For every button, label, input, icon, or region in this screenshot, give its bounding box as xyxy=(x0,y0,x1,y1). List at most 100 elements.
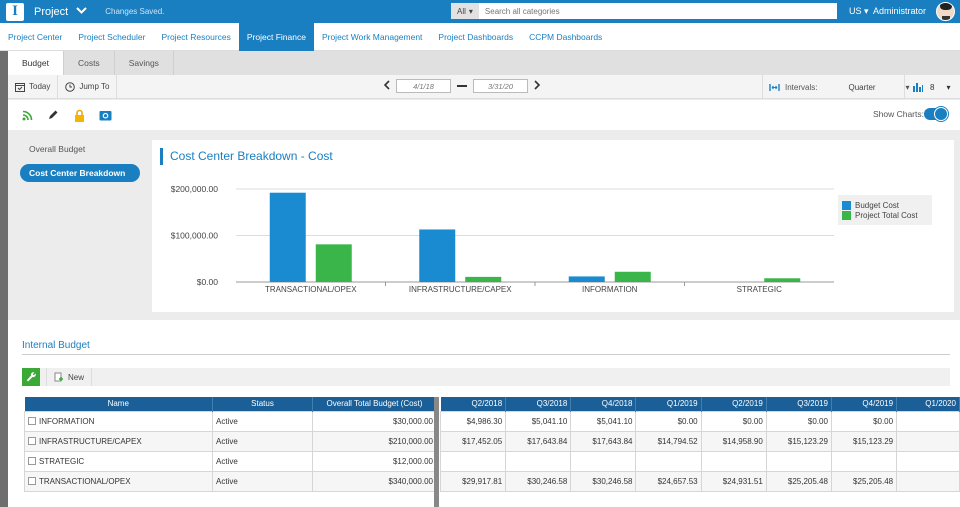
table-row[interactable]: $29,917.81 $30,246.58 $30,246.58 $24,657.53… xyxy=(439,470,960,492)
jump-to-button[interactable]: Jump To xyxy=(58,74,118,99)
quarter-header[interactable]: Q4/2018 xyxy=(570,397,637,411)
caret-down-icon: ▾ xyxy=(468,6,473,16)
bar-budget-cost-0[interactable] xyxy=(269,192,306,282)
timeline-toolbar: Today Jump To 4/1/18 3/31/20 Intervals: … xyxy=(8,74,960,99)
quarter-cell: $17,452.05 xyxy=(439,430,507,452)
quarter-cell: $15,123.29 xyxy=(765,430,832,452)
quarter-header[interactable]: Q1/2019 xyxy=(635,397,702,411)
table-row[interactable]: INFORMATION Active $30,000.00 xyxy=(24,410,437,432)
today-button[interactable]: Today xyxy=(8,74,59,99)
row-name: INFRASTRUCTURE/CAPEX xyxy=(39,436,142,446)
columns-control[interactable]: 8 ▾ xyxy=(904,75,960,99)
quarter-header[interactable]: Q2/2019 xyxy=(701,397,767,411)
end-date-input[interactable]: 3/31/20 xyxy=(473,79,528,93)
legend-item[interactable]: Budget Cost xyxy=(842,200,928,210)
lock-icon[interactable] xyxy=(66,109,92,122)
new-button[interactable]: New xyxy=(46,368,93,386)
bar-project-total-cost-0[interactable] xyxy=(315,244,352,282)
total-cell: $210,000.00 xyxy=(312,430,437,452)
quarter-header[interactable]: Q3/2018 xyxy=(505,397,572,411)
row-name: STRATEGIC xyxy=(39,456,85,466)
search-input[interactable] xyxy=(478,3,837,19)
interval-select[interactable]: Quarter xyxy=(848,82,876,92)
row-checkbox[interactable] xyxy=(28,437,36,446)
quarter-header[interactable]: Q1/2020 xyxy=(896,397,960,411)
quarter-cell: $25,205.48 xyxy=(830,470,898,492)
side-nav-cost-center-breakdown[interactable]: Cost Center Breakdown xyxy=(20,164,140,182)
next-period-icon[interactable] xyxy=(534,79,541,93)
chart-card: Cost Center Breakdown - Cost $0.00 $100,0… xyxy=(152,140,954,312)
search-category-label: All xyxy=(457,6,466,16)
app-logo-icon[interactable]: I xyxy=(6,2,24,21)
tab-project-scheduler[interactable]: Project Scheduler xyxy=(78,31,146,42)
tab-project-work-management[interactable]: Project Work Management xyxy=(321,31,423,42)
camera-icon[interactable] xyxy=(92,109,118,121)
x-tick-label: INFRASTRUCTURE/CAPEX xyxy=(409,285,512,294)
tab-ccpm-dashboards[interactable]: CCPM Dashboards xyxy=(529,31,603,42)
bar-project-total-cost-3[interactable] xyxy=(764,278,801,282)
app-title[interactable]: Project xyxy=(34,5,69,18)
row-checkbox[interactable] xyxy=(28,457,36,466)
avatar[interactable] xyxy=(936,2,955,21)
chevron-down-icon[interactable] xyxy=(76,6,87,17)
locale-select[interactable]: US ▾ xyxy=(849,6,869,16)
tab-project-resources[interactable]: Project Resources xyxy=(161,31,231,42)
user-menu[interactable]: Administrator xyxy=(873,6,927,16)
status-cell: Active xyxy=(212,430,313,452)
start-date-input[interactable]: 4/1/18 xyxy=(396,79,451,93)
pencil-icon[interactable] xyxy=(40,109,66,121)
table-row[interactable]: INFRASTRUCTURE/CAPEX Active $210,000.00 xyxy=(24,430,437,452)
interval-width-icon xyxy=(769,83,780,91)
budget-table-right: Q2/2018 Q3/2018 Q4/2018 Q1/2019 Q2/2019 Q3/20… xyxy=(439,397,960,492)
quarter-header[interactable]: Q4/2019 xyxy=(831,397,898,411)
intervals-control: Intervals: Quarter ▾ xyxy=(762,75,909,99)
chart-legend: Budget Cost Project Total Cost xyxy=(838,195,932,225)
quarter-cell: $30,246.58 xyxy=(570,470,637,492)
column-header[interactable]: Overall Total Budget (Cost) xyxy=(312,397,437,411)
bar-budget-cost-2[interactable] xyxy=(568,276,605,282)
show-charts-toggle[interactable] xyxy=(924,107,948,121)
status-cell: Active xyxy=(212,450,313,472)
chart-side-nav: Overall Budget Cost Center Breakdown xyxy=(20,140,140,188)
subtab-costs[interactable]: Costs xyxy=(64,51,115,75)
wrench-icon[interactable] xyxy=(22,368,40,386)
left-sidebar-strip xyxy=(0,51,8,507)
tab-project-dashboards[interactable]: Project Dashboards xyxy=(438,31,514,42)
name-cell: INFORMATION xyxy=(24,410,213,432)
finance-subtabs: Budget Costs Savings xyxy=(8,51,960,75)
legend-item[interactable]: Project Total Cost xyxy=(842,210,928,220)
quarter-header[interactable]: Q3/2019 xyxy=(766,397,832,411)
subtab-savings[interactable]: Savings xyxy=(115,51,174,75)
column-header[interactable]: Status xyxy=(212,397,313,411)
quarter-cell: $0.00 xyxy=(700,410,767,432)
legend-swatch xyxy=(842,210,851,220)
subtab-budget[interactable]: Budget xyxy=(8,51,64,75)
row-checkbox[interactable] xyxy=(28,477,36,486)
quarter-cell xyxy=(765,450,832,472)
quarter-cell: $14,958.90 xyxy=(700,430,767,452)
side-nav-overall-budget[interactable]: Overall Budget xyxy=(29,144,86,154)
quarter-cell xyxy=(896,430,960,452)
tab-project-center[interactable]: Project Center xyxy=(8,31,63,42)
tab-project-finance[interactable]: Project Finance xyxy=(238,22,314,51)
caret-down-icon[interactable]: ▾ xyxy=(905,82,910,92)
internal-budget-section: Internal Budget New Name Status Overall To… xyxy=(8,320,960,507)
bar-project-total-cost-2[interactable] xyxy=(614,271,651,282)
rss-icon[interactable] xyxy=(14,110,40,121)
quarter-cell: $15,123.29 xyxy=(830,430,898,452)
bar-project-total-cost-1[interactable] xyxy=(465,276,502,282)
search-category-select[interactable]: All ▾ xyxy=(451,3,479,19)
name-cell: TRANSACTIONAL/OPEX xyxy=(24,470,213,492)
table-row[interactable] xyxy=(439,450,960,472)
previous-period-icon[interactable] xyxy=(383,79,390,93)
table-row[interactable]: TRANSACTIONAL/OPEX Active $340,000.00 xyxy=(24,470,437,492)
table-row[interactable]: $4,986.30 $5,041.10 $5,041.10 $0.00 $0.00 $0.… xyxy=(439,410,960,432)
row-checkbox[interactable] xyxy=(28,417,36,426)
grid-splitter[interactable] xyxy=(434,397,439,507)
table-row[interactable]: $17,452.05 $17,643.84 $17,643.84 $14,794.52… xyxy=(439,430,960,452)
column-header[interactable]: Name xyxy=(24,397,213,411)
quarter-header[interactable]: Q2/2018 xyxy=(440,397,507,411)
bar-budget-cost-1[interactable] xyxy=(419,229,456,282)
table-row[interactable]: STRATEGIC Active $12,000.00 xyxy=(24,450,437,472)
quarter-cell: $4,986.30 xyxy=(439,410,507,432)
